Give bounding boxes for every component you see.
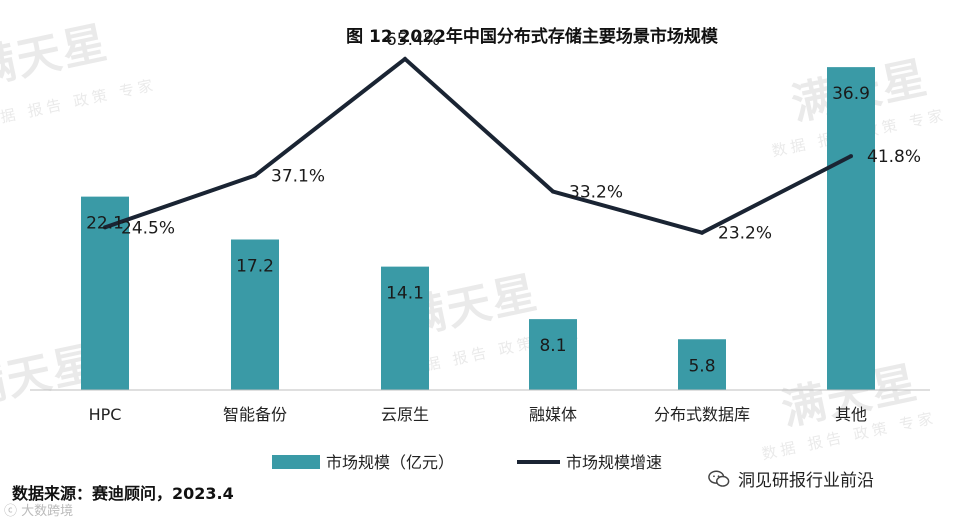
growth-point-4 [700,230,704,235]
growth-label-5: 41.8% [867,147,921,167]
bar-5 [827,67,875,390]
growth-label-2: 65.4% [386,30,440,50]
growth-label-3: 33.2% [569,183,623,203]
growth-point-2 [403,56,407,61]
brand-footer-text: 洞见研报行业前沿 [738,471,874,491]
x-tick-label-4: 分布式数据库 [654,405,750,424]
growth-point-1 [253,173,257,178]
bar-1 [231,239,279,390]
bar-3 [529,319,577,390]
legend: 市场规模（亿元） 市场规模增速 [272,453,662,470]
x-tick-label-5: 其他 [835,405,867,424]
bar-value-label-1: 17.2 [236,257,274,277]
growth-label-0: 24.5% [121,218,175,238]
growth-point-5 [849,154,853,159]
wechat-icon [708,469,730,487]
bottom-watermark: ⓒ 大数跨境 [4,504,74,519]
brand-footer: 洞见研报行业前沿 [708,466,874,491]
growth-point-3 [551,189,555,194]
growth-line [104,56,852,235]
bar-value-label-2: 14.1 [386,284,424,304]
growth-label-1: 37.1% [271,166,325,186]
x-tick-label-3: 融媒体 [529,405,577,424]
chart-title: 图 12 2022年中国分布式存储主要场景市场规模 [346,26,719,47]
combo-chart: 图 12 2022年中国分布式存储主要场景市场规模 22.1 17.2 14.1 8.… [30,26,930,470]
legend-bar-swatch [272,455,320,469]
growth-point-0 [103,225,107,230]
x-tick-label-1: 智能备份 [223,405,287,424]
bar-value-label-4: 5.8 [688,356,715,376]
growth-label-4: 23.2% [718,224,772,244]
bar-2 [381,266,429,390]
legend-bar-label: 市场规模（亿元） [326,453,454,470]
source-note: 数据来源：赛迪顾问，2023.4 [12,484,234,503]
x-tick-label-2: 云原生 [381,405,429,424]
bar-4 [678,339,726,390]
bar-value-label-5: 36.9 [832,84,870,104]
x-tick-label-0: HPC [89,405,122,424]
bar-value-label-0: 22.1 [86,214,124,234]
legend-line-label: 市场规模增速 [566,453,662,470]
bar-value-label-3: 8.1 [539,336,566,356]
